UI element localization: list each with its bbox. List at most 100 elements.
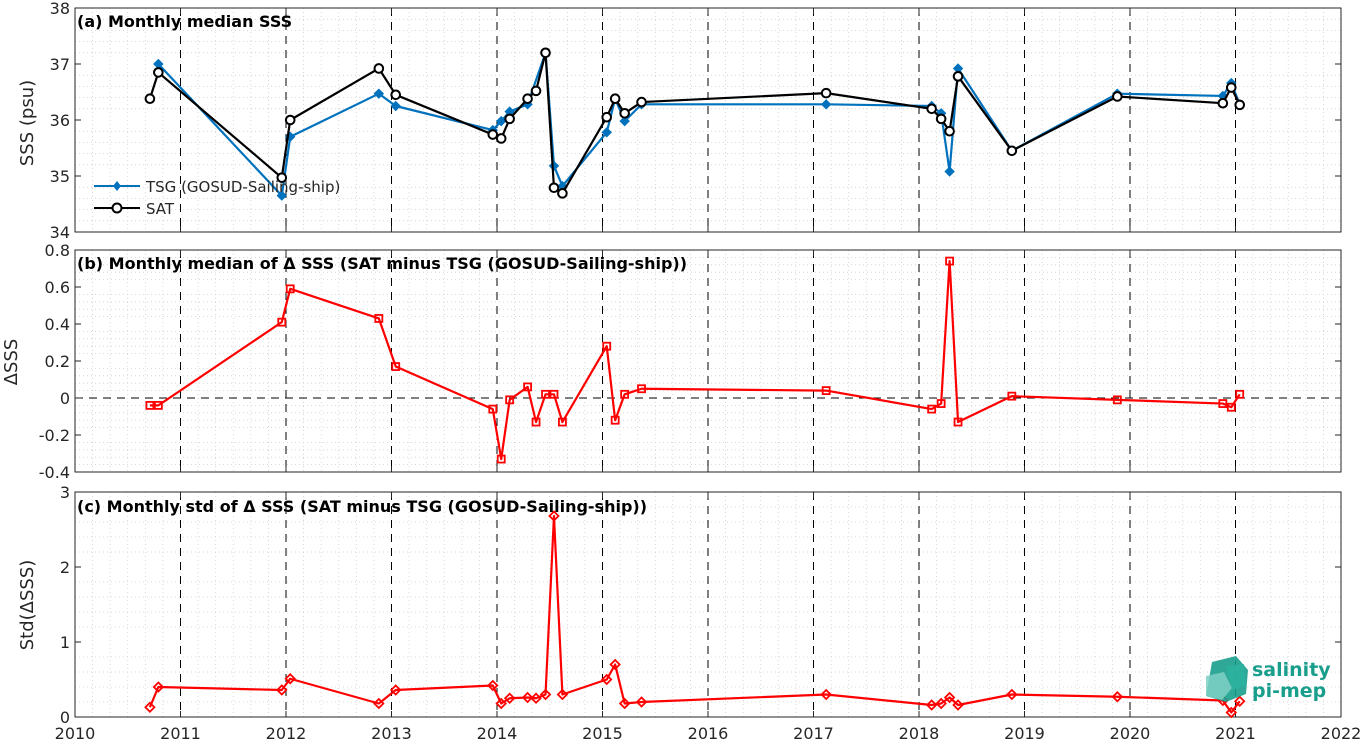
y-tick-label: 0: [60, 389, 70, 408]
data-point: [548, 510, 560, 522]
data-point: [1007, 391, 1017, 401]
data-point: [521, 691, 534, 704]
data-point: [1006, 688, 1018, 701]
data-point: [944, 125, 955, 137]
data-point: [390, 100, 401, 112]
data-point: [277, 317, 287, 327]
panel-c-std-delta-sss: 0 1 2 3 2010 2011 2012 2013 2014 2015 2016 2017 2018…: [55, 483, 1362, 743]
x-tick-label: 2021: [1215, 724, 1256, 743]
panel-a-title: (a) Monthly median SSS: [77, 12, 292, 31]
y-tick-label: 38: [50, 0, 70, 18]
data-point: [935, 697, 947, 710]
y-tick-label: 1: [60, 633, 70, 652]
data-point: [541, 389, 550, 399]
data-point: [952, 699, 964, 711]
x-tick-label: 2020: [1110, 724, 1151, 743]
data-point: [1235, 389, 1245, 399]
data-point: [600, 673, 613, 686]
y-tick-label: 0.4: [45, 315, 70, 334]
series-line: [148, 514, 1241, 714]
data-point: [523, 382, 532, 392]
data-point: [944, 166, 955, 177]
data-point: [610, 415, 620, 425]
panel-b-delta-sss: -0.4 -0.2 0 0.2 0.4 0.6 0.8: [39, 241, 1342, 482]
data-point: [1234, 99, 1246, 111]
data-point: [602, 341, 612, 351]
data-point: [557, 188, 568, 199]
logo-line-1: salinity: [1252, 659, 1331, 681]
y-tick-label: 0.8: [45, 241, 70, 260]
data-point: [389, 684, 402, 696]
legend-entry-sat: SAT: [94, 200, 175, 218]
data-point: [935, 113, 947, 125]
data-point: [635, 696, 648, 708]
data-point: [549, 389, 559, 399]
y-tick-label: 0.6: [45, 278, 70, 297]
data-point: [1217, 97, 1229, 109]
data-point: [276, 684, 288, 696]
data-point: [556, 688, 569, 701]
x-tick-label: 2018: [899, 724, 940, 743]
data-point: [936, 399, 946, 408]
data-point: [609, 93, 621, 105]
logo-line-2: pi-mep: [1252, 680, 1326, 702]
data-point: [618, 697, 631, 710]
legend-label-sat: SAT: [146, 200, 175, 218]
data-point: [1233, 695, 1246, 708]
x-tick-label: 2017: [793, 724, 834, 743]
data-point: [374, 314, 384, 323]
data-point: [530, 85, 542, 97]
data-point: [1112, 91, 1123, 102]
data-point: [548, 182, 560, 194]
data-point: [636, 96, 647, 108]
data-point: [487, 679, 499, 692]
data-point: [952, 71, 964, 82]
panel-b-title: (b) Monthly median of Δ SSS (SAT minus T…: [77, 254, 687, 273]
data-point: [373, 63, 385, 74]
x-tick-label: 2011: [160, 724, 201, 743]
data-point: [390, 89, 402, 101]
data-point: [285, 284, 295, 294]
y-tick-label: 0.2: [45, 352, 70, 371]
data-point: [820, 99, 832, 110]
y-tick-label: 0: [60, 708, 70, 727]
data-point: [487, 129, 499, 140]
data-point: [488, 404, 498, 414]
data-point: [1112, 395, 1122, 405]
x-tick-label: 2019: [1004, 724, 1045, 743]
data-point: [495, 133, 507, 144]
legend: TSG (GOSUD-Sailing-ship) SAT: [94, 178, 340, 218]
data-point: [530, 692, 542, 705]
panel-c-series-0: [144, 510, 1246, 719]
data-point: [820, 688, 832, 701]
x-tick-label: 2010: [55, 724, 96, 743]
legend-marker-tsg: [113, 181, 121, 191]
legend-label-tsg: TSG (GOSUD-Sailing-ship): [145, 178, 340, 196]
panel-c-title: (c) Monthly std of Δ SSS (SAT minus TSG …: [77, 497, 647, 516]
data-point: [505, 395, 515, 405]
data-point: [1111, 690, 1124, 703]
data-point: [153, 400, 163, 410]
data-point: [820, 87, 832, 99]
series-line: [149, 260, 1241, 461]
data-point: [943, 691, 956, 704]
data-point: [558, 417, 567, 427]
data-point: [1218, 399, 1228, 408]
data-point: [276, 172, 288, 183]
data-point: [540, 47, 551, 59]
data-point: [620, 389, 630, 399]
data-point: [153, 67, 164, 78]
data-point: [284, 672, 296, 685]
y-tick-label: -0.4: [39, 463, 70, 482]
data-point: [391, 362, 401, 371]
data-point: [1225, 706, 1238, 719]
x-tick-label: 2015: [582, 724, 623, 743]
data-point: [821, 386, 831, 396]
data-point: [503, 692, 516, 705]
series-line: [148, 51, 1241, 195]
data-point: [539, 688, 552, 701]
x-tick-label: 2013: [371, 724, 412, 743]
data-point: [926, 103, 937, 115]
data-point: [496, 115, 507, 127]
